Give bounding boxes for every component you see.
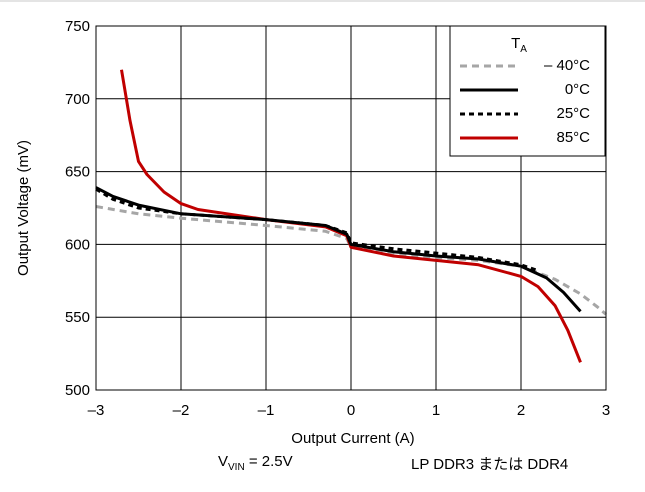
x-tick-label: 0: [347, 402, 355, 419]
legend-entry-label: 85°C: [556, 129, 590, 146]
x-tick-label: –1: [258, 402, 275, 419]
y-tick-label: 600: [65, 236, 90, 253]
x-tick-label: 2: [517, 402, 525, 419]
series-group: [95, 69, 607, 363]
vin-value: = 2.5V: [244, 453, 293, 470]
y-tick-label: 650: [65, 164, 90, 181]
x-axis-label: Output Current (A): [291, 430, 414, 447]
vin-subscript: VIN: [228, 462, 245, 473]
y-axis-label: Output Voltage (mV): [15, 140, 32, 276]
y-tick-label: 500: [65, 382, 90, 399]
plot-area-border: [95, 25, 607, 391]
series-line: [95, 187, 539, 273]
legend-entry-label: 25°C: [556, 105, 590, 122]
y-tick-labels: 500 550 600 650 700 750: [65, 18, 90, 399]
legend: TA – 40°C 0°C 25°C 85°C: [449, 25, 606, 157]
x-tick-label: –2: [173, 402, 190, 419]
y-tick-label: 750: [65, 18, 90, 35]
y-tick-label: 700: [65, 91, 90, 108]
x-tick-label: 1: [432, 402, 440, 419]
y-tick-label: 550: [65, 309, 90, 326]
x-tick-labels: –3 –2 –1 0 1 2 3: [88, 402, 611, 419]
series-line: [95, 186, 582, 313]
legend-box: [449, 25, 606, 157]
legend-entry-label: 0°C: [565, 81, 590, 98]
x-tick-label: 3: [602, 402, 610, 419]
vin-symbol: V: [218, 453, 229, 470]
x-tick-label: –3: [88, 402, 105, 419]
memory-type-label: LP DDR3 または DDR4: [411, 456, 569, 473]
legend-entry-label: – 40°C: [544, 57, 590, 74]
legend-title: TA: [511, 35, 527, 55]
vin-condition-label: VVIN = 2.5V: [218, 453, 293, 473]
